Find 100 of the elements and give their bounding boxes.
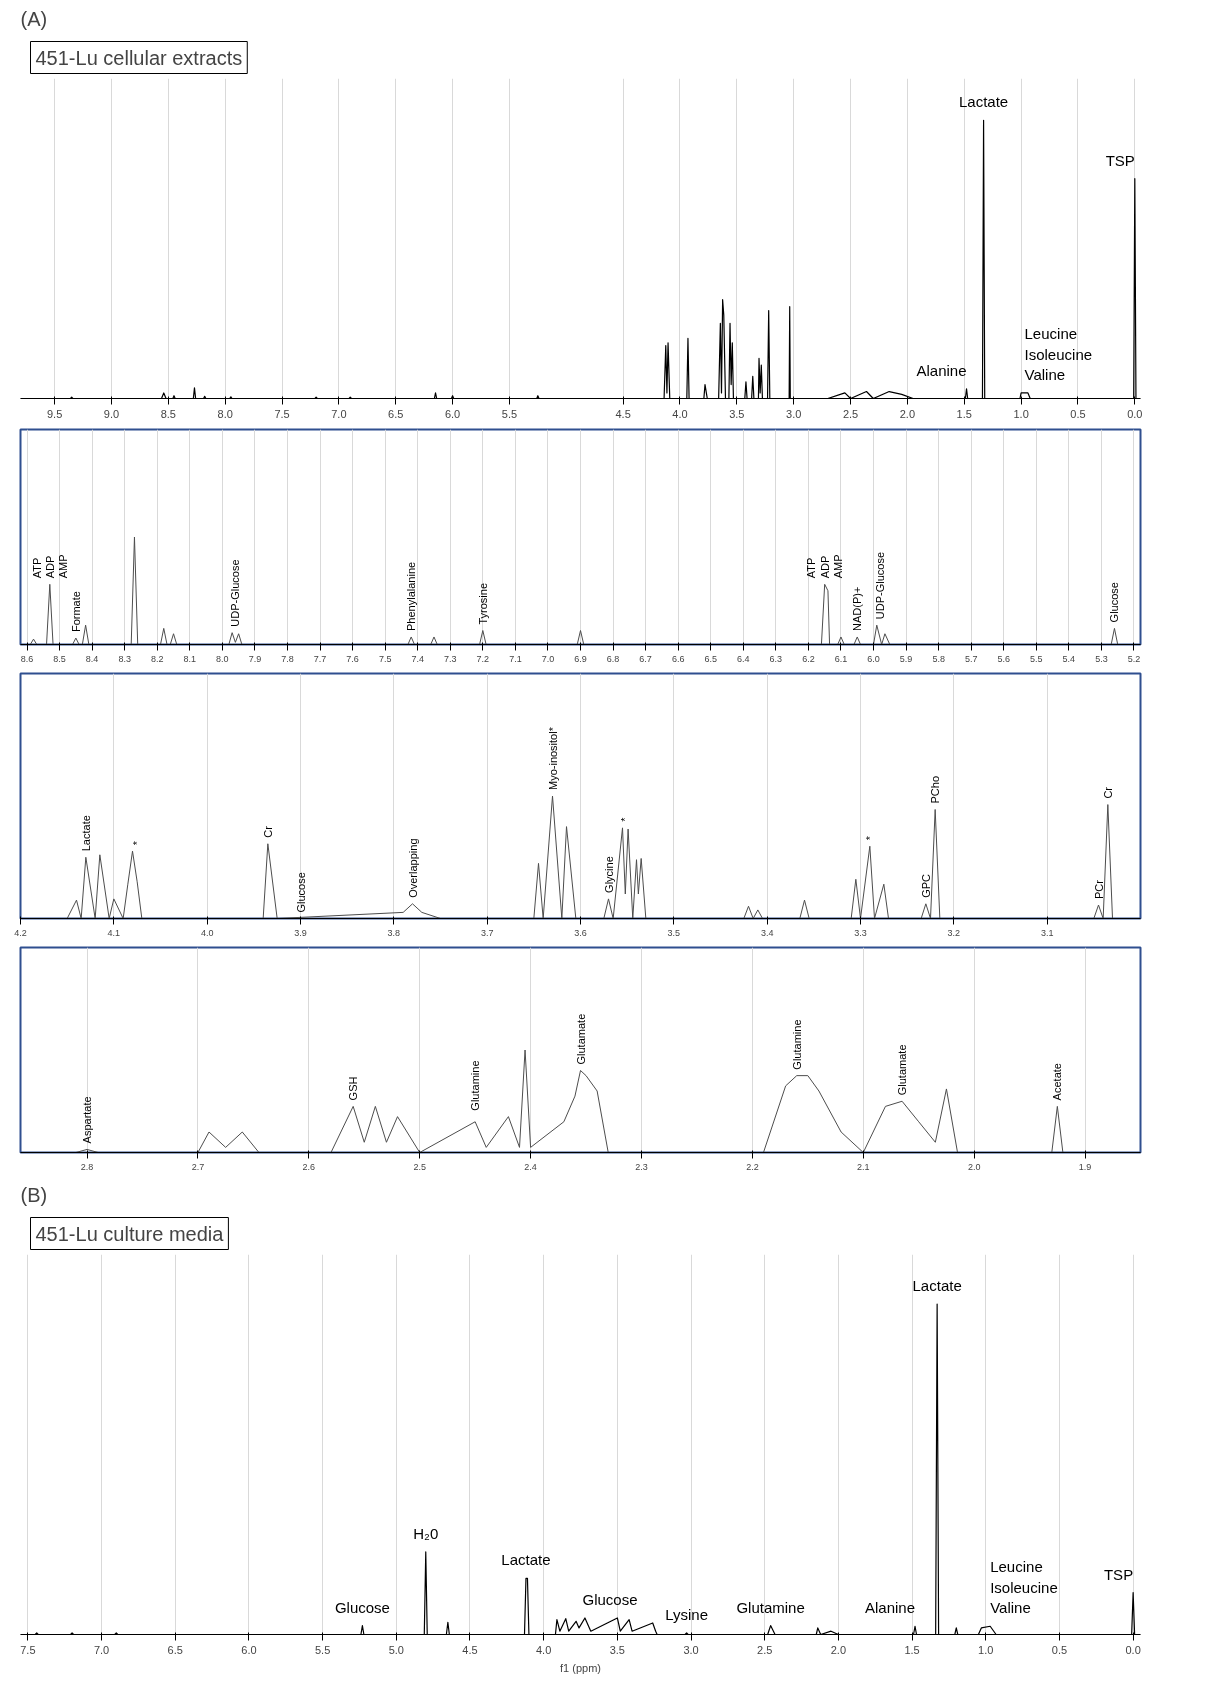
annotation: GSH	[347, 1076, 360, 1101]
x-tick-label: 1.0	[978, 1643, 994, 1656]
chart-subtitle: 451-Lu culture media	[35, 1222, 225, 1245]
x-tick-label: 4.0	[536, 1643, 552, 1656]
annotation: Leucine Isoleucine Valine	[1024, 325, 1093, 383]
x-tick-label: 5.9	[899, 653, 913, 664]
annotation: NAD(P)+	[851, 586, 864, 631]
x-tick-label: 4.1	[107, 927, 121, 938]
annotation: Cr	[261, 825, 274, 838]
x-tick-label: 7.5	[274, 407, 290, 420]
x-tick-label: 5.5	[1030, 653, 1043, 664]
x-tick-label: 3.5	[609, 1643, 625, 1656]
annotation: Myo-inositol*	[546, 726, 559, 790]
x-tick-label: 0.5	[1051, 1643, 1068, 1656]
x-tick-label: 6.9	[574, 653, 587, 664]
x-tick-label: 6.5	[167, 1643, 183, 1656]
x-tick-label: 3.6	[574, 927, 587, 938]
x-tick-label: 3.3	[854, 927, 867, 938]
x-tick-label: 4.0	[200, 927, 214, 938]
x-tick-label: 5.5	[501, 407, 518, 420]
x-tick-label: 7.7	[313, 653, 327, 664]
x-tick-label: 2.5	[842, 407, 859, 420]
chart-subtitle: 451-Lu cellular extracts	[35, 46, 243, 69]
x-tick-label: 3.0	[786, 407, 802, 420]
annotation: Lactate	[79, 815, 92, 852]
x-tick-label: 3.5	[729, 407, 745, 420]
annotation: ATP ADP AMP	[30, 554, 69, 579]
annotation: Phenylalanine	[405, 561, 418, 631]
x-tick-label: 5.6	[997, 653, 1011, 664]
x-tick-label: 3.2	[947, 927, 961, 938]
annotation: GPC	[919, 873, 932, 898]
annotation: Glucose	[334, 1598, 390, 1616]
annotation: Formate	[69, 591, 82, 633]
x-tick-label: 6.2	[802, 653, 815, 664]
annotation: *	[863, 835, 876, 841]
x-tick-label: 6.4	[737, 653, 750, 664]
x-tick-label: 3.7	[480, 927, 494, 938]
x-tick-label: 6.5	[704, 653, 717, 664]
x-tick-label: 1.5	[956, 407, 972, 420]
x-axis-title: f1 (ppm)	[560, 1661, 601, 1674]
x-tick-label: 7.6	[346, 653, 359, 664]
annotation: Lactate	[958, 93, 1009, 111]
x-tick-label: 5.3	[1095, 653, 1108, 664]
x-tick-label: 8.3	[118, 653, 131, 664]
x-tick-label: 6.5	[388, 407, 404, 420]
x-tick-label: 2.3	[635, 1161, 648, 1172]
annotation: Lactate	[501, 1551, 551, 1569]
x-tick-label: 3.4	[760, 927, 774, 938]
annotation: Glutamine	[736, 1598, 805, 1616]
annotation: TSP	[1103, 1565, 1134, 1583]
x-tick-label: 7.0	[331, 407, 347, 420]
annotation: ATP ADP AMP	[805, 554, 844, 579]
x-tick-label: 3.5	[667, 927, 681, 938]
x-tick-label: 2.4	[524, 1161, 537, 1172]
x-tick-label: 6.7	[639, 653, 652, 664]
chart-title: (B)	[20, 1183, 48, 1206]
x-tick-label: 6.6	[671, 653, 685, 664]
x-tick-label: 6.0	[867, 653, 880, 664]
x-tick-label: 7.0	[93, 1643, 110, 1656]
x-tick-label: 1.5	[904, 1643, 920, 1656]
x-tick-label: 8.4	[85, 653, 99, 664]
x-tick-label: 2.0	[967, 1161, 981, 1172]
x-tick-label: 8.2	[150, 653, 164, 664]
annotation: Tyrosine	[476, 582, 489, 625]
x-tick-label: 3.9	[294, 927, 307, 938]
annotation: H₂0	[413, 1524, 439, 1542]
x-tick-label: 4.2	[14, 927, 27, 938]
x-tick-label: 0.0	[1127, 407, 1143, 420]
chart-title: (A)	[20, 7, 48, 30]
annotation: Lysine	[665, 1605, 709, 1623]
annotation: UDP-Glucose	[229, 559, 242, 627]
annotation: Overlapping	[406, 838, 419, 898]
x-tick-label: 5.2	[1127, 653, 1141, 664]
annotation: TSP	[1105, 151, 1135, 169]
annotation: Glucose	[582, 1590, 638, 1608]
x-tick-label: 2.1	[857, 1161, 870, 1172]
x-tick-label: 7.4	[411, 653, 424, 664]
annotation: Glycine	[602, 856, 615, 893]
annotation: PCr	[1092, 879, 1105, 900]
x-tick-label: 4.0	[672, 407, 688, 420]
x-tick-label: 7.8	[281, 653, 294, 664]
annotation: Glucose	[1108, 582, 1121, 623]
x-tick-label: 6.0	[241, 1643, 257, 1656]
x-tick-label: 6.1	[834, 653, 848, 664]
annotation: UDP-Glucose	[874, 551, 887, 620]
annotation: *	[619, 816, 632, 822]
x-tick-label: 6.8	[606, 653, 620, 664]
x-tick-label: 2.0	[830, 1643, 847, 1656]
x-tick-label: 2.5	[413, 1161, 426, 1172]
x-tick-label: 7.2	[476, 653, 490, 664]
x-tick-label: 8.1	[183, 653, 197, 664]
annotation: Glutamine	[790, 1019, 803, 1070]
x-tick-label: 1.9	[1078, 1161, 1092, 1172]
x-tick-label: 5.5	[314, 1643, 331, 1656]
x-tick-label: 7.5	[378, 653, 392, 664]
x-tick-label: 5.8	[932, 653, 945, 664]
annotation: Glucose	[294, 872, 307, 913]
x-tick-label: 6.0	[444, 407, 461, 420]
x-tick-label: 8.5	[160, 407, 176, 420]
annotation: Glutamate	[896, 1044, 909, 1096]
